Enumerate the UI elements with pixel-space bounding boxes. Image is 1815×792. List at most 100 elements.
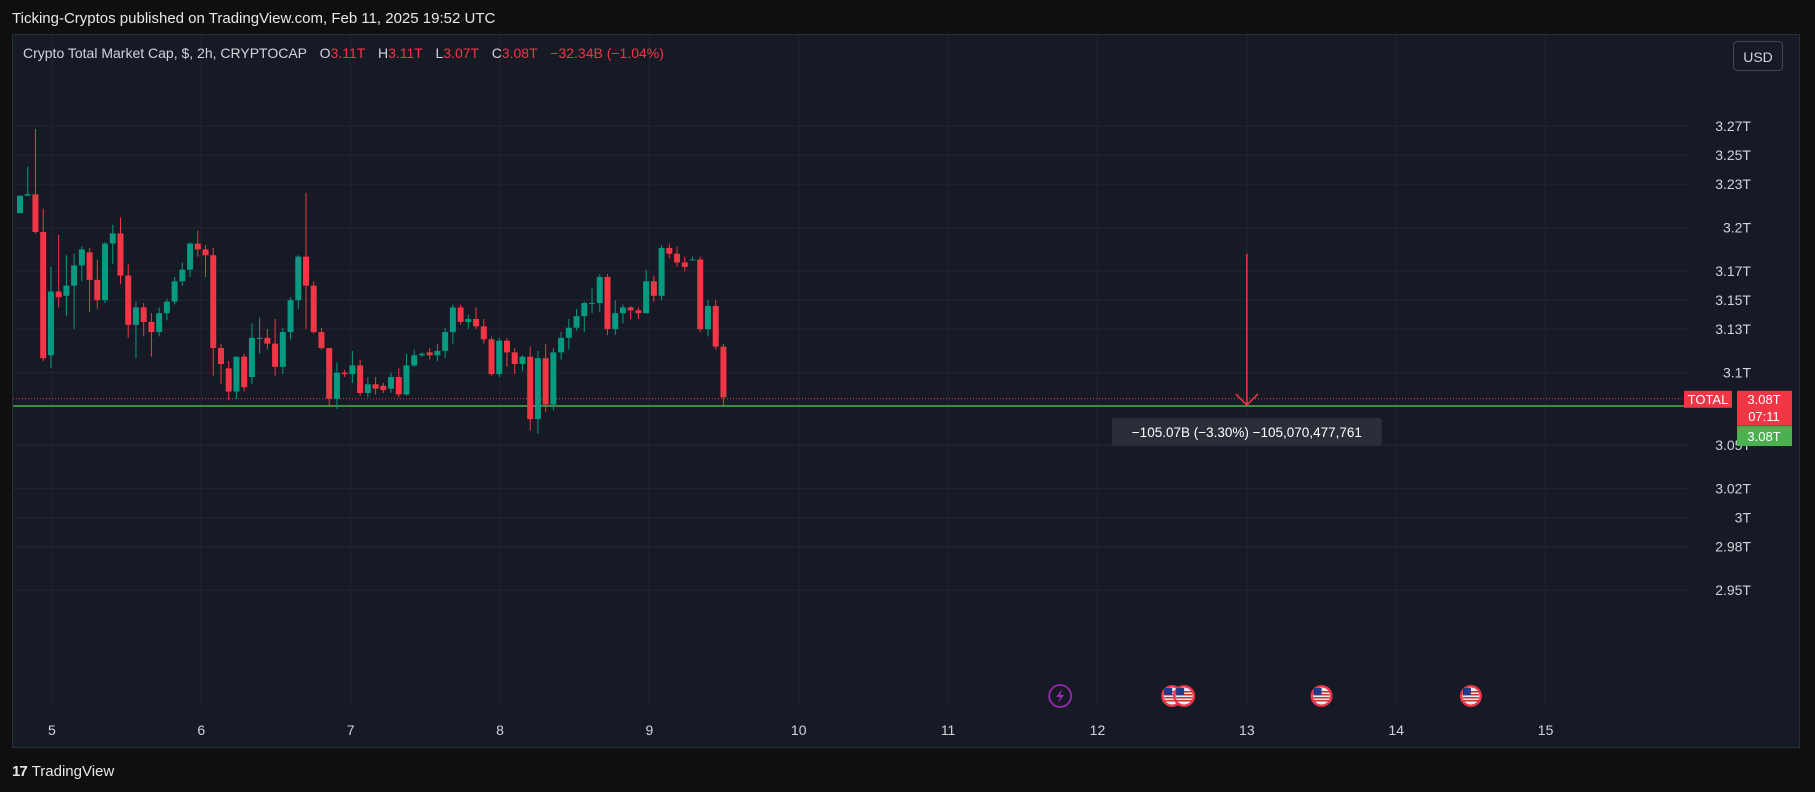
- candle-up: [279, 332, 286, 367]
- low-value: 3.07T: [443, 45, 479, 61]
- measure-label: −105.07B (−3.30%) −105,070,477,761: [1132, 425, 1362, 440]
- candle-down: [666, 247, 673, 254]
- y-tick-label: 2.98T: [1715, 539, 1751, 555]
- symbol-tag-box: [1684, 390, 1732, 408]
- candle-down: [194, 243, 201, 250]
- candle-up: [442, 332, 449, 351]
- open-value: 3.11T: [330, 45, 366, 61]
- measure-label-box: [1111, 418, 1382, 447]
- candle-down: [674, 253, 681, 263]
- candle-up: [534, 358, 541, 420]
- measure-arrow-head: [1235, 393, 1259, 407]
- support-price-tag: [1737, 426, 1792, 447]
- candle-up: [364, 384, 371, 393]
- y-tick-label: 3.23T: [1715, 176, 1751, 192]
- candle-up: [411, 355, 418, 366]
- last-price-label: 3.08T: [1747, 392, 1780, 407]
- flag-canton: [1164, 688, 1173, 695]
- candle-down: [627, 307, 634, 311]
- us-flag-icon[interactable]: [1173, 685, 1196, 707]
- candle-down: [341, 372, 348, 375]
- high-label: H: [377, 45, 389, 61]
- candle-down: [720, 346, 727, 398]
- candle-down: [225, 368, 232, 392]
- candle-up: [233, 356, 240, 392]
- candle-up: [287, 300, 294, 333]
- y-tick-label: 3.2T: [1723, 220, 1751, 236]
- candle-up: [496, 340, 503, 375]
- flag-stripe: [1313, 700, 1330, 702]
- flag-stripe: [1164, 697, 1181, 699]
- y-tick-label: 3.02T: [1715, 481, 1751, 497]
- candle-up: [102, 243, 109, 301]
- candle-down: [527, 356, 534, 420]
- candle-up: [465, 319, 472, 322]
- candle-up: [63, 285, 70, 296]
- x-tick-label: 5: [48, 722, 56, 738]
- x-tick-label: 6: [197, 722, 205, 738]
- x-tick-label: 15: [1538, 722, 1554, 738]
- candle-down: [542, 358, 549, 405]
- tradingview-logo-icon[interactable]: 17: [12, 762, 28, 780]
- candle-up: [47, 291, 54, 356]
- tradingview-brand[interactable]: TradingView: [31, 762, 115, 780]
- lightning-icon[interactable]: [1048, 684, 1073, 708]
- close-value: 3.08T: [501, 45, 538, 61]
- candle-down: [380, 385, 387, 391]
- candle-down: [94, 279, 101, 301]
- candle-down: [318, 332, 325, 349]
- flag-stripe: [1462, 697, 1479, 699]
- candle-down: [125, 275, 132, 325]
- candle-down: [604, 276, 611, 330]
- candle-up: [434, 350, 441, 356]
- last-price-tag: [1737, 390, 1792, 426]
- candle-down: [148, 321, 155, 333]
- candle-down: [697, 259, 704, 330]
- candle-down: [241, 356, 248, 388]
- flag-canton: [1462, 688, 1471, 695]
- chart-panel[interactable]: 3.27T 3.25T 3.23T 3.2T 3.17T 3.15T 3.13T 3.1T 3.…: [12, 34, 1800, 748]
- candle-down: [55, 291, 62, 298]
- candle-down: [635, 310, 642, 314]
- candle-down: [372, 384, 379, 389]
- currency-button[interactable]: USD: [1733, 41, 1783, 71]
- candle-up: [612, 313, 619, 330]
- candle-down: [117, 233, 124, 276]
- chart-canvas[interactable]: 3.27T 3.25T 3.23T 3.2T 3.17T 3.15T 3.13T 3.1T 3.…: [13, 35, 1799, 747]
- lightning-bolt: [1056, 689, 1065, 703]
- flag-stripe: [1164, 700, 1181, 702]
- candle-down: [457, 307, 464, 322]
- y-tick-label: 3.15T: [1715, 292, 1751, 308]
- candle-up: [187, 243, 194, 270]
- candle-up: [558, 337, 565, 353]
- symbol-tag: TOTAL: [1688, 392, 1729, 407]
- candle-down: [473, 319, 480, 327]
- flag-canton: [1313, 688, 1322, 695]
- footer: 17 TradingView: [12, 760, 114, 782]
- flag-stripe: [1176, 697, 1193, 699]
- candle-down: [217, 348, 224, 364]
- x-tick-label: 9: [645, 722, 653, 738]
- candle-up: [589, 303, 596, 305]
- candle-up: [573, 316, 580, 328]
- candle-down: [650, 281, 657, 296]
- candle-down: [712, 305, 719, 347]
- candle-up: [24, 194, 31, 196]
- x-tick-label: 8: [496, 722, 504, 738]
- x-tick-label: 11: [941, 722, 956, 738]
- candle-up: [643, 281, 650, 314]
- candle-down: [264, 337, 271, 344]
- candle-down: [140, 307, 147, 322]
- us-flag-icon[interactable]: [1459, 685, 1482, 707]
- open-label: O: [319, 45, 331, 61]
- flag-stripe: [1176, 700, 1193, 702]
- candle-up: [295, 256, 302, 301]
- ohlc-legend: Crypto Total Market Cap, $, 2h, CRYPTOCA…: [23, 45, 664, 61]
- candle-down: [310, 285, 317, 333]
- candle-up: [156, 313, 163, 333]
- symbol-title[interactable]: Crypto Total Market Cap, $, 2h, CRYPTOCA…: [23, 45, 307, 61]
- candle-down: [488, 339, 495, 375]
- candle-down: [503, 340, 510, 353]
- us-flag-icon[interactable]: [1310, 685, 1333, 707]
- close-label: C: [491, 45, 502, 61]
